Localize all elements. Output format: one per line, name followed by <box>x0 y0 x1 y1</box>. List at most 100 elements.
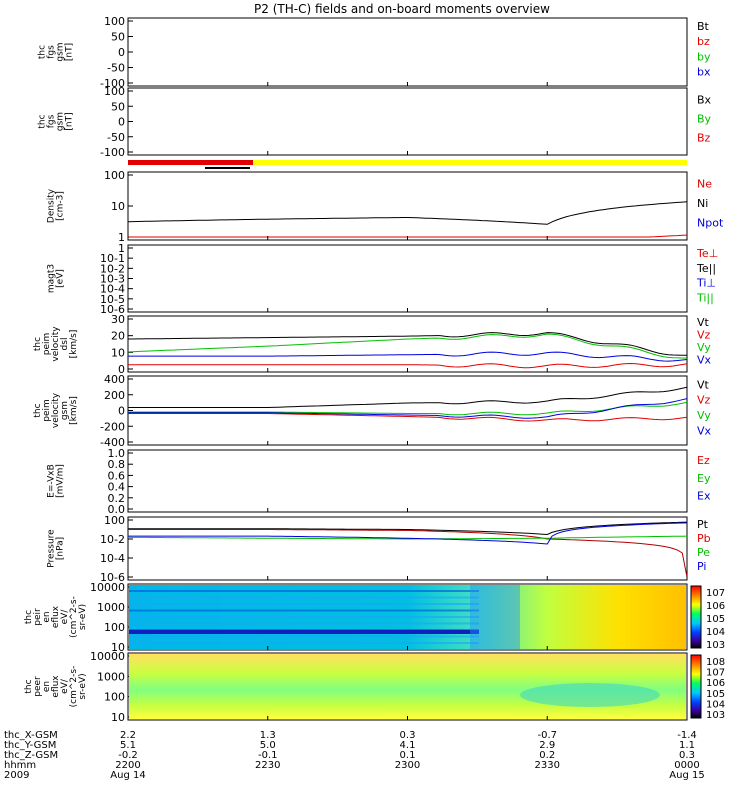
y-axis-label-line: thc <box>33 403 43 417</box>
legend-by: by <box>697 50 711 63</box>
y-axis-label-line: [nT] <box>65 43 75 61</box>
x-row-label: thc_Y-GSM <box>4 740 56 751</box>
legend-vz: Vz <box>697 328 711 341</box>
panel-velocity-gsm: 400 200 0 -200 -400 thc peim velocity gsm [km/s] V… <box>33 373 712 449</box>
y-tick-label: -100 <box>100 146 125 159</box>
legend-bx: bx <box>697 65 711 78</box>
x-row-label: thc_Z-GSM <box>4 750 58 761</box>
x-col-value: -0.7 <box>537 730 557 741</box>
y-tick-label: 100 <box>104 85 125 98</box>
y-axis-label-line: [km/s] <box>69 396 79 425</box>
panel-peer-spec: 10000 1000 100 10 thc peer en eflux eV/(cm^2-s-s… <box>24 650 725 724</box>
x-col-value: 4.1 <box>400 740 416 751</box>
y-axis-label-line: Pressure <box>47 529 57 568</box>
y-axis-label-line: dsl <box>60 338 70 351</box>
trace-vt <box>128 386 688 408</box>
legend-ti⊥: Ti⊥ <box>696 277 716 290</box>
y-axis-label-line: [eV] <box>56 269 66 288</box>
y-tick-label: 30 <box>111 313 125 326</box>
y-axis-label-line: gsm <box>56 112 66 131</box>
colorbar-tick-label: 107 <box>706 668 725 679</box>
legend-ez: Ez <box>697 454 710 467</box>
y-tick-label: 100 <box>104 169 125 182</box>
ion-spectrogram-noise <box>470 585 520 649</box>
y-tick-label: 200 <box>104 389 125 402</box>
y-axis-label-line: Density <box>47 188 57 223</box>
mode-bar-slow <box>253 160 687 165</box>
y-tick-label: 0 <box>118 405 125 418</box>
y-tick-label: 1000 <box>97 670 125 683</box>
ion-spectrogram-band <box>129 642 479 644</box>
y-tick-label: -100 <box>100 77 125 90</box>
ion-spectrogram-band <box>129 609 479 612</box>
y-tick-label: 10-4 <box>100 552 125 565</box>
y-axis-label-line: sr-eV) <box>78 673 88 699</box>
y-axis-label-line: [cm-3] <box>56 191 66 221</box>
y-axis-label-line: thc <box>24 610 34 624</box>
x-col-value: 2230 <box>255 760 280 771</box>
y-tick-label: 10-3 <box>100 273 125 286</box>
time-axis: thc_X-GSMthc_Y-GSMthc_Z-GSMhhmm20092.25.… <box>4 82 705 781</box>
electron-spectrogram-feature <box>520 683 660 707</box>
trace-pe <box>127 535 688 540</box>
traces-layer <box>127 85 688 719</box>
y-axis-label-line: eflux <box>51 675 61 698</box>
y-axis-label-line: [mV/m] <box>56 464 66 498</box>
legend-by: By <box>697 112 712 125</box>
y-axis-label-line: en <box>42 611 52 622</box>
y-tick-label: 10-1 <box>100 252 125 265</box>
y-tick-label: 0 <box>118 46 125 59</box>
x-col-value: 2300 <box>395 760 420 771</box>
x-col-value: Aug 14 <box>110 770 145 781</box>
panel-frame <box>127 87 688 156</box>
legend-vx: Vx <box>697 353 712 366</box>
legend-pe: Pe <box>697 546 710 559</box>
x-row-label: 2009 <box>4 770 29 781</box>
y-axis-label-line: eV/ <box>60 678 70 694</box>
x-col-value: -0.2 <box>118 750 138 761</box>
legend-bx: Bx <box>697 93 712 106</box>
legend-bz: bz <box>697 35 710 48</box>
y-axis-label-line: thc <box>38 114 48 128</box>
trace-vz <box>128 413 688 422</box>
y-tick-label: -50 <box>107 62 125 75</box>
legend-pi: Pi <box>697 560 706 573</box>
colorbar <box>690 585 702 649</box>
panel-fgs-gsm-2: 100 50 0 -50 -100 thc fgs gsm [nT] Bx By Bz <box>38 85 712 159</box>
x-col-value: 1.3 <box>260 730 276 741</box>
y-tick-label: 10000 <box>90 581 125 594</box>
legend-ti||: Ti|| <box>696 292 714 305</box>
legend-vz: Vz <box>697 394 711 407</box>
x-col-value: 0.3 <box>679 750 695 761</box>
trace-vz <box>128 362 688 369</box>
x-col-value: -1.4 <box>677 730 697 741</box>
x-col-value: -0.1 <box>258 750 278 761</box>
y-axis-label-line: (cm^2-s- <box>69 596 79 638</box>
y-tick-label: 100 <box>104 514 125 527</box>
legend-pb: Pb <box>697 532 711 545</box>
y-axis-label-line: sr-eV) <box>78 604 88 630</box>
legend-ey: Ey <box>697 472 711 485</box>
panel-frame <box>127 17 688 87</box>
y-axis-label-line: gsm <box>60 401 70 420</box>
y-tick-label: 400 <box>104 373 125 386</box>
ion-spectrogram-band <box>129 622 479 625</box>
panel-fgs-gsm: 100 50 0 -50 -100 thc fgs gsm [nT] Bt bz by bx <box>38 15 711 90</box>
legend-ne: Ne <box>697 178 712 191</box>
y-axis-label-line: thc <box>33 337 43 351</box>
legend-vt: Vt <box>697 378 710 391</box>
legend-te⊥: Te⊥ <box>696 247 718 260</box>
trace-vt <box>128 332 687 356</box>
y-tick-label: 100 <box>104 621 125 634</box>
legend-vx: Vx <box>697 424 712 437</box>
y-tick-label: 10-5 <box>100 293 125 306</box>
colorbar <box>690 654 702 719</box>
legend-bt: Bt <box>697 20 710 33</box>
mode-bar-burst <box>205 167 250 169</box>
y-tick-label: 0.4 <box>108 481 126 494</box>
colorbar-tick-label: 104 <box>706 699 725 710</box>
trace-pb <box>128 529 688 578</box>
legend-te||: Te|| <box>696 262 716 275</box>
